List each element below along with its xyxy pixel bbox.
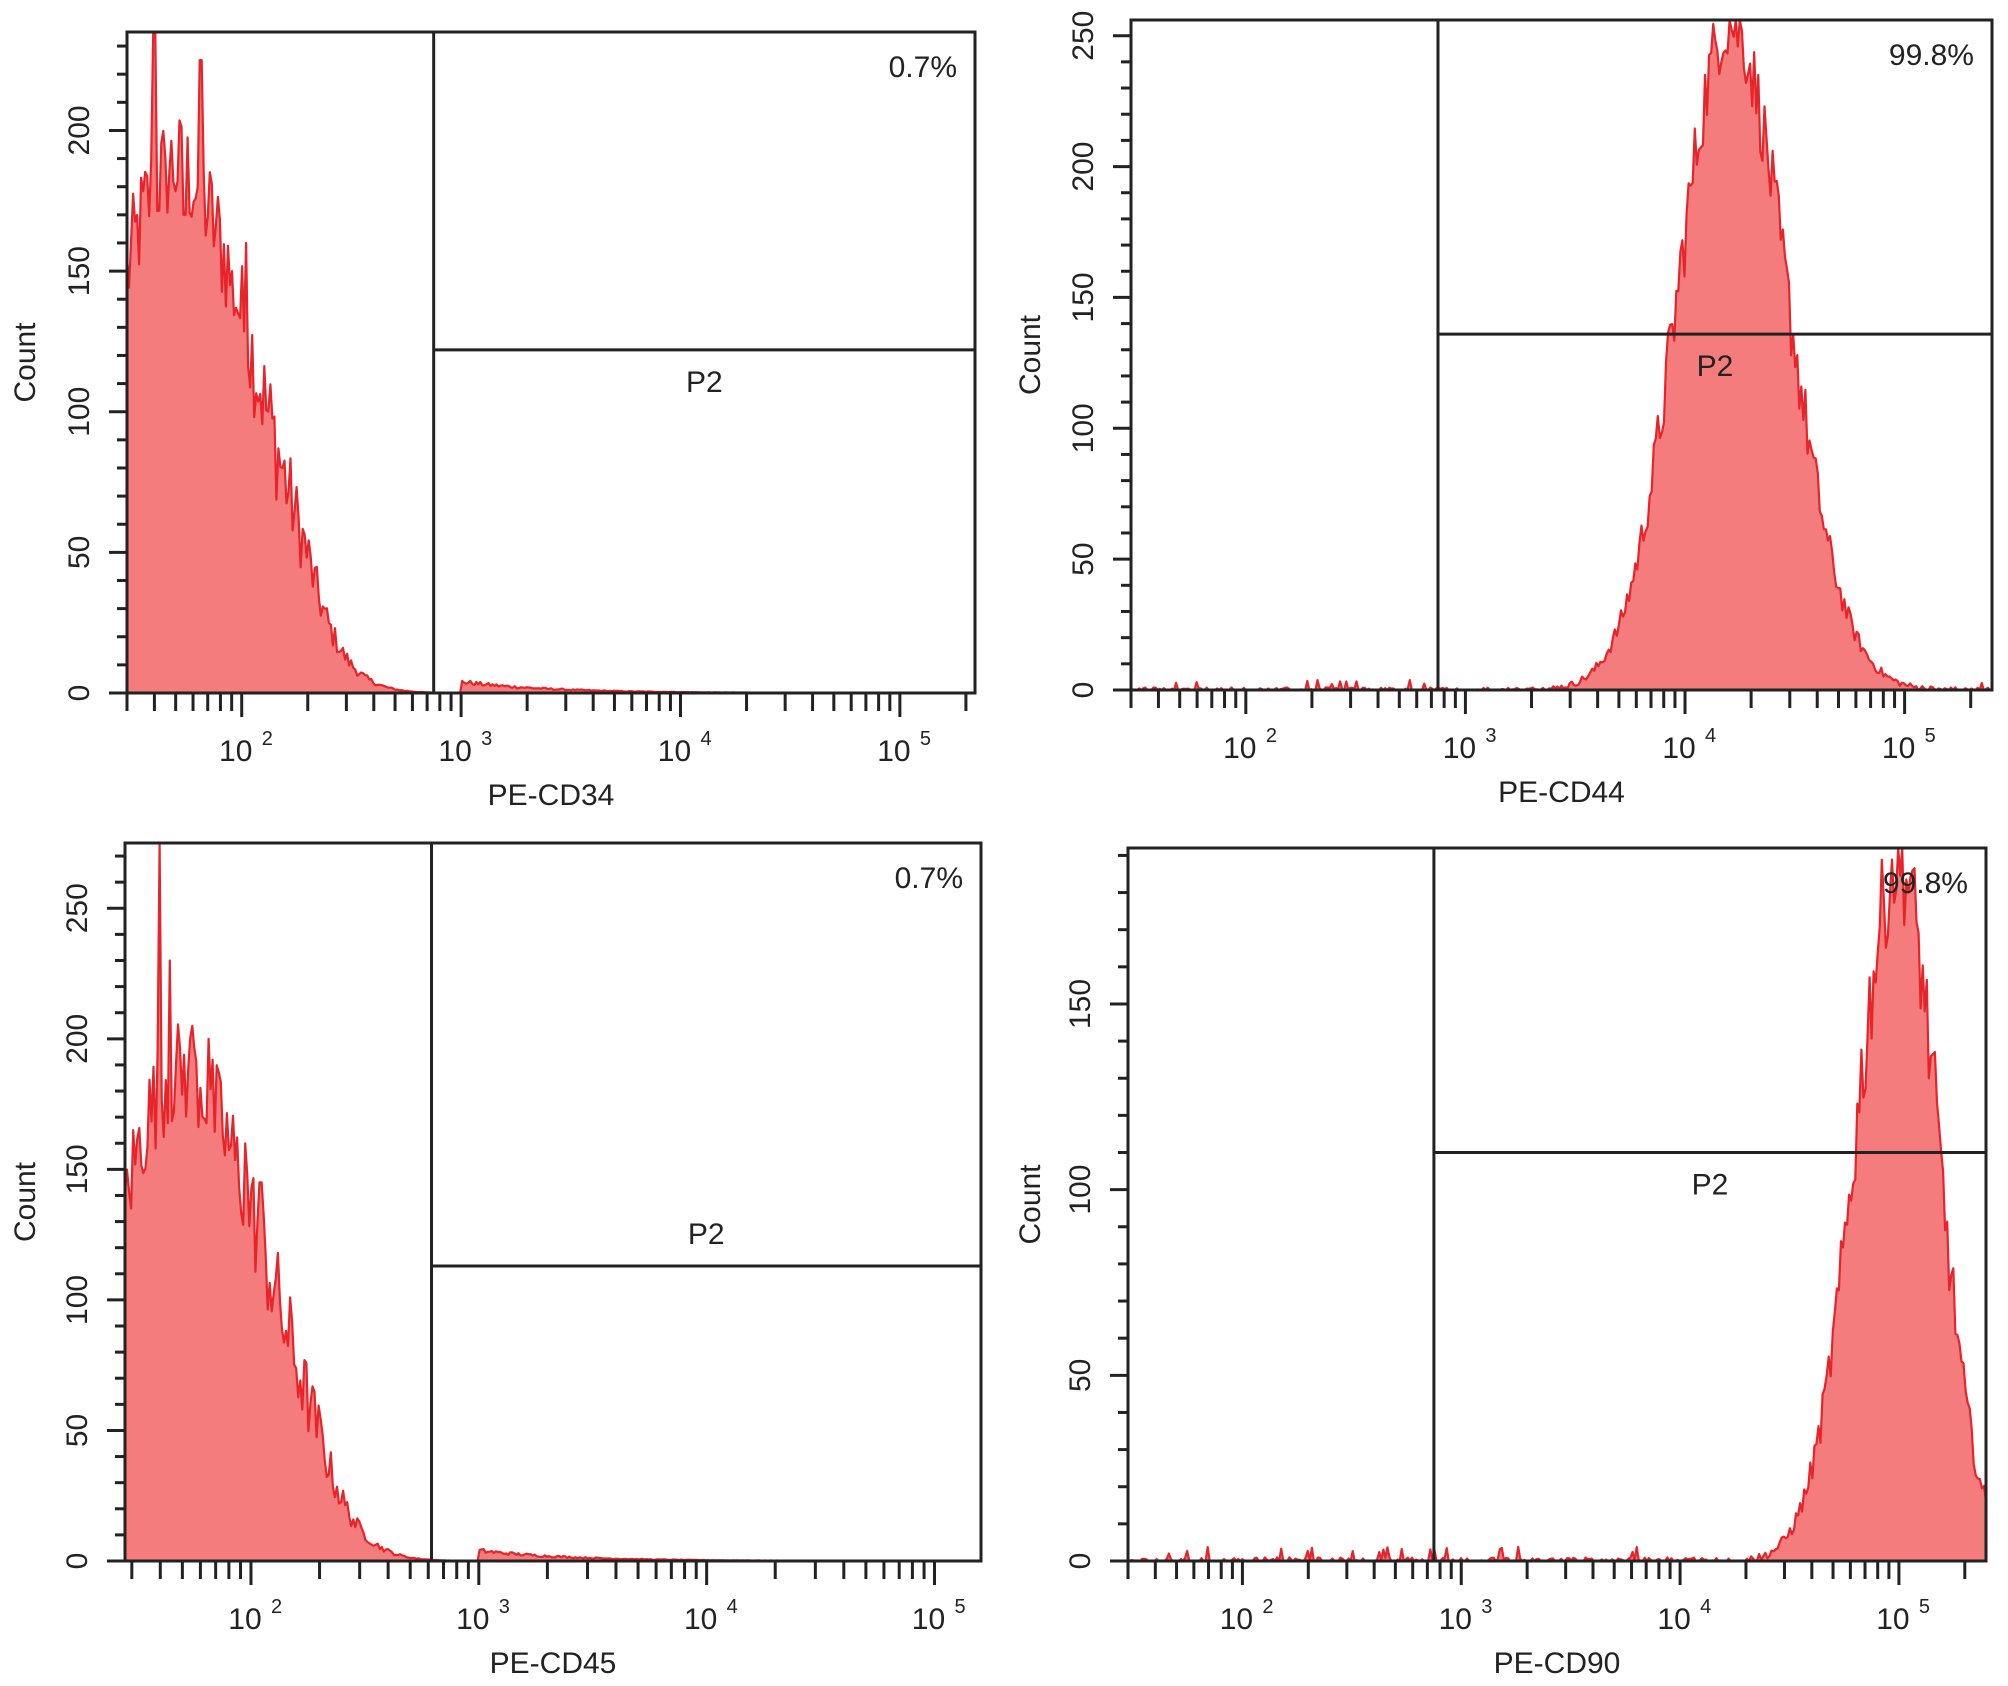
x-axis-label: PE-CD34 — [488, 779, 615, 812]
x-tick-label: 10 — [219, 735, 252, 768]
x-tick-label: 10 — [1882, 732, 1915, 765]
x-axis-label: PE-CD90 — [1494, 1647, 1621, 1680]
histogram-area — [123, 841, 983, 1563]
x-tick-label: 10 — [228, 1603, 261, 1636]
y-tick-label: 50 — [63, 536, 96, 569]
y-tick-label: 50 — [61, 1414, 94, 1447]
x-tick-label: 10 — [1220, 1603, 1253, 1636]
x-tick-label: 10 — [438, 735, 471, 768]
gate-percent: 0.7% — [889, 51, 957, 84]
x-tick-exponent: 3 — [1485, 725, 1496, 747]
y-axis-label: Count — [9, 322, 42, 403]
x-tick-label: 10 — [658, 735, 691, 768]
x-tick-exponent: 3 — [481, 728, 492, 750]
x-tick-label: 10 — [1443, 732, 1476, 765]
plot-frame — [123, 841, 983, 1563]
y-tick-label: 100 — [61, 1275, 94, 1325]
histogram-panel-pe-cd34: P2 0.7% 0 50 100 150 200 10 2 10 3 10 4 10 5 PE-CD34 Cou… — [9, 30, 977, 812]
x-tick-exponent: 5 — [920, 728, 931, 750]
y-tick-label: 0 — [1067, 682, 1100, 699]
y-axis-label: Count — [1014, 1164, 1047, 1245]
y-tick-label: 50 — [1064, 1359, 1097, 1392]
histogram-area — [125, 30, 977, 695]
x-tick-exponent: 2 — [1262, 1596, 1273, 1618]
x-tick-exponent: 4 — [700, 728, 711, 750]
y-tick-label: 150 — [1067, 272, 1100, 322]
x-tick-label: 10 — [1657, 1603, 1690, 1636]
x-tick-exponent: 2 — [271, 1596, 282, 1618]
gate-label-p2: P2 — [1697, 350, 1734, 383]
plot-frame — [125, 30, 977, 695]
x-tick-exponent: 2 — [1266, 725, 1277, 747]
y-tick-label: 100 — [63, 387, 96, 437]
y-tick-label: 250 — [61, 883, 94, 933]
y-tick-label: 0 — [61, 1553, 94, 1570]
y-tick-label: 50 — [1067, 542, 1100, 575]
x-tick-label: 10 — [912, 1603, 945, 1636]
gate-percent: 99.8% — [1883, 867, 1968, 900]
y-tick-label: 150 — [1064, 979, 1097, 1029]
y-tick-label: 250 — [1067, 11, 1100, 61]
y-tick-label: 200 — [63, 105, 96, 155]
histogram-panel-pe-cd90: P2 99.8% 0 50 100 150 10 2 10 3 10 4 10 5 PE-CD90 Count — [1014, 846, 1988, 1680]
x-tick-exponent: 5 — [1925, 725, 1936, 747]
x-tick-exponent: 3 — [1481, 1596, 1492, 1618]
x-tick-label: 10 — [1876, 1603, 1909, 1636]
y-axis-label: Count — [9, 1161, 42, 1242]
x-tick-label: 10 — [1439, 1603, 1472, 1636]
x-tick-label: 10 — [1223, 732, 1256, 765]
y-tick-label: 100 — [1067, 403, 1100, 453]
y-axis-label: Count — [1014, 314, 1047, 395]
histogram-area — [1126, 846, 1988, 1563]
x-tick-exponent: 5 — [954, 1596, 965, 1618]
gate-label-p2: P2 — [688, 1218, 725, 1251]
x-tick-exponent: 5 — [1919, 1596, 1930, 1618]
x-tick-exponent: 4 — [727, 1596, 738, 1618]
histogram-panel-pe-cd45: P2 0.7% 0 50 100 150 200 250 10 2 10 3 10 4 10 5 PE-CD45… — [9, 841, 983, 1680]
y-tick-label: 100 — [1064, 1165, 1097, 1215]
y-tick-label: 150 — [61, 1144, 94, 1194]
gate-percent: 99.8% — [1889, 39, 1974, 72]
y-tick-label: 0 — [63, 685, 96, 702]
y-tick-label: 150 — [63, 246, 96, 296]
x-tick-label: 10 — [877, 735, 910, 768]
plot-frame — [1126, 846, 1988, 1563]
x-tick-label: 10 — [456, 1603, 489, 1636]
x-tick-label: 10 — [684, 1603, 717, 1636]
x-axis-label: PE-CD44 — [1498, 776, 1625, 809]
gate-percent: 0.7% — [895, 862, 963, 895]
gate-label-p2: P2 — [1692, 1169, 1729, 1202]
histogram-panel-pe-cd44: P2 99.8% 0 50 100 150 200 250 10 2 10 3 10 4 10 5 PE-CD4… — [1014, 11, 1994, 809]
x-tick-exponent: 4 — [1700, 1596, 1711, 1618]
x-tick-label: 10 — [1662, 732, 1695, 765]
gate-label-p2: P2 — [686, 366, 723, 399]
plot-frame — [1129, 18, 1994, 692]
x-tick-exponent: 4 — [1705, 725, 1716, 747]
x-axis-label: PE-CD45 — [490, 1647, 617, 1680]
y-tick-label: 200 — [61, 1014, 94, 1064]
x-tick-exponent: 2 — [262, 728, 273, 750]
y-tick-label: 200 — [1067, 142, 1100, 192]
x-tick-exponent: 3 — [499, 1596, 510, 1618]
histogram-area — [1129, 18, 1994, 692]
y-tick-label: 0 — [1064, 1553, 1097, 1570]
